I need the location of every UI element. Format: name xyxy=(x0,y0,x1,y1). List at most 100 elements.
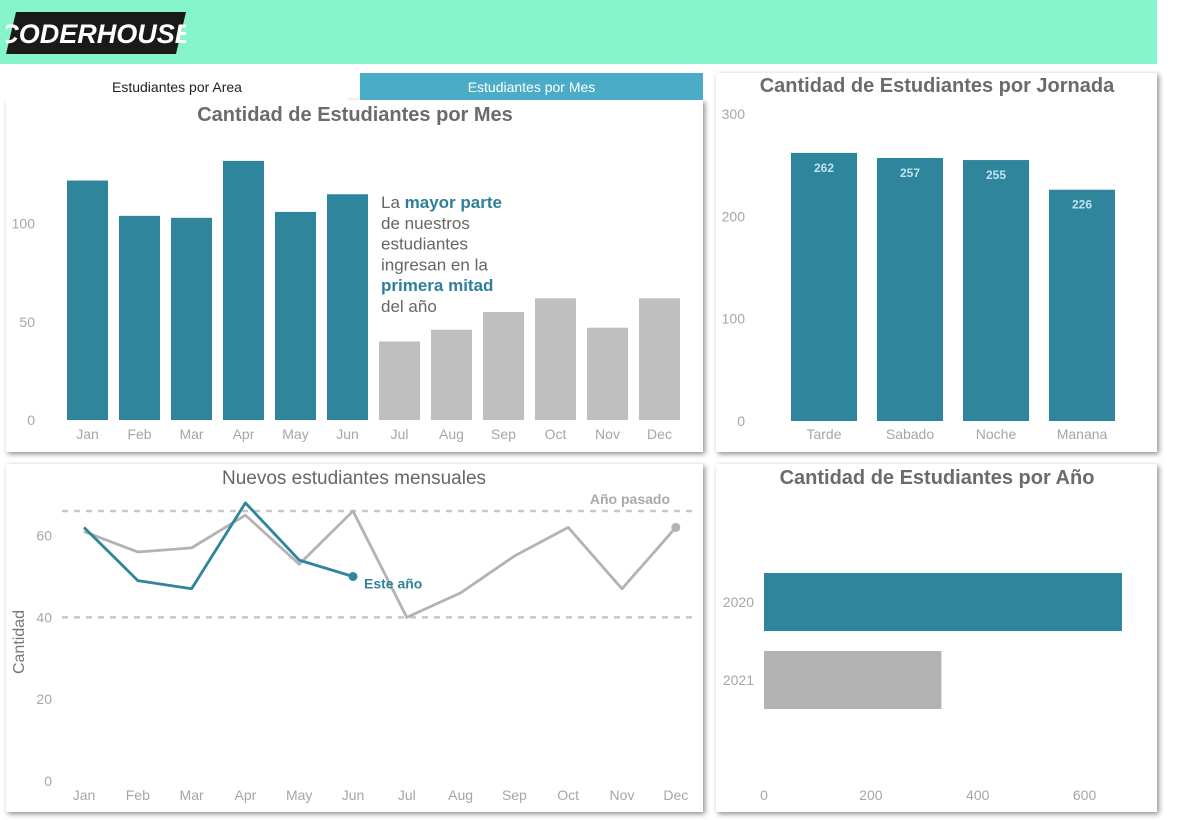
logo-text: CODERHOUSE xyxy=(6,19,186,49)
x-tick-label: Apr xyxy=(233,426,255,442)
panel-students-by-month: Cantidad de Estudiantes por Mes 0 50 100 Jan… xyxy=(6,100,703,452)
series-end-point xyxy=(348,572,358,581)
chart-title: Nuevos estudiantes mensuales xyxy=(222,468,486,489)
data-label: 257 xyxy=(900,166,920,180)
header-bar: CODERHOUSE xyxy=(0,0,1157,64)
x-tick-label: Nov xyxy=(610,787,635,803)
y-tick-label: 200 xyxy=(722,208,746,224)
chart-title: Cantidad de Estudiantes por Mes xyxy=(197,104,513,126)
annotation-highlight: mayor parte xyxy=(405,193,502,212)
x-tick-label: Feb xyxy=(126,787,150,803)
bar-aug xyxy=(431,329,472,420)
x-tick-label: Jan xyxy=(76,426,99,442)
y-tick-label: 100 xyxy=(12,216,36,232)
chart-title: Cantidad de Estudiantes por Año xyxy=(780,467,1095,489)
y-tick-label: 60 xyxy=(36,528,52,544)
panel-students-by-year: Cantidad de Estudiantes por Año 2020 2021 0… xyxy=(716,464,1157,812)
x-tick-label: 600 xyxy=(1073,787,1097,803)
panel-students-by-jornada: Cantidad de Estudiantes por Jornada 0 100 2… xyxy=(716,73,1157,452)
bar-2021 xyxy=(764,651,942,709)
x-tick-label: Feb xyxy=(127,426,151,442)
x-tick-label: Noche xyxy=(976,426,1017,442)
y-tick-label: 300 xyxy=(722,106,746,122)
bar-jun xyxy=(327,194,368,420)
y-tick-label: 2021 xyxy=(723,672,754,688)
bar-mar xyxy=(171,217,212,420)
y-tick-label: 0 xyxy=(27,412,35,428)
tab-estudiantes-por-mes[interactable]: Estudiantes por Mes xyxy=(360,73,703,100)
annotation-text: La xyxy=(381,193,405,212)
x-tick-label: Mar xyxy=(180,787,204,803)
x-tick-label: Aug xyxy=(448,787,473,803)
bar-dec xyxy=(639,298,680,420)
annotation-text: de nuestros xyxy=(381,214,470,233)
bar-may xyxy=(275,211,316,420)
chart-students-by-year: Cantidad de Estudiantes por Año 2020 2021 0… xyxy=(723,467,1122,803)
x-tick-label: Jul xyxy=(391,426,409,442)
bar-feb xyxy=(119,215,160,420)
x-tick-label: Tarde xyxy=(806,426,841,442)
annotation-line: ingresan en la xyxy=(381,255,488,274)
x-tick-label: Nov xyxy=(595,426,620,442)
x-tick-label: Sep xyxy=(502,787,527,803)
annotation-text: ingresan en la xyxy=(381,255,488,274)
tab-estudiantes-por-area[interactable]: Estudiantes por Area xyxy=(6,73,348,100)
x-tick-label: 400 xyxy=(966,787,990,803)
series-line xyxy=(83,501,354,591)
x-tick-label: Jan xyxy=(73,787,96,803)
x-tick-label: Manana xyxy=(1057,426,1108,442)
bar-nov xyxy=(587,327,628,420)
bar-jul xyxy=(379,341,420,420)
x-tick-label: Sabado xyxy=(886,426,934,442)
bar-noche xyxy=(963,160,1029,422)
series-label: Este año xyxy=(364,576,422,592)
coderhouse-logo[interactable]: CODERHOUSE xyxy=(6,12,186,54)
y-axis-label: Cantidad xyxy=(11,610,28,674)
x-tick-label: 0 xyxy=(760,787,768,803)
x-tick-label: Jul xyxy=(398,787,416,803)
annotation-highlight: primera mitad xyxy=(381,276,493,295)
y-tick-label: 40 xyxy=(36,609,52,625)
chart-title: Cantidad de Estudiantes por Jornada xyxy=(760,75,1115,97)
x-tick-label: Jun xyxy=(336,426,359,442)
chart-students-by-jornada: Cantidad de Estudiantes por Jornada 0 100 2… xyxy=(722,75,1115,442)
y-tick-label: 50 xyxy=(19,314,35,330)
annotation-line: estudiantes xyxy=(381,235,468,254)
x-tick-label: Jun xyxy=(342,787,365,803)
y-tick-label: 0 xyxy=(44,773,52,789)
annotation-line: del año xyxy=(381,297,437,316)
annotation-line: primera mitad xyxy=(381,276,493,295)
y-tick-label: 100 xyxy=(722,311,746,327)
series-line xyxy=(83,509,677,619)
x-tick-label: Aug xyxy=(439,426,464,442)
x-tick-label: Sep xyxy=(491,426,516,442)
x-tick-label: Dec xyxy=(663,787,688,803)
annotation-text: estudiantes xyxy=(381,235,468,254)
y-tick-label: 2020 xyxy=(723,594,754,610)
series-end-point xyxy=(671,522,681,532)
annotation-text: del año xyxy=(381,297,437,316)
bar-sabado xyxy=(877,158,943,421)
x-tick-label: May xyxy=(286,787,312,803)
data-label: 255 xyxy=(986,168,1006,182)
series-label: Año pasado xyxy=(590,491,670,507)
bar-apr xyxy=(223,160,264,420)
chart-students-by-month: Cantidad de Estudiantes por Mes 0 50 100 Jan… xyxy=(12,104,680,442)
x-tick-label: Mar xyxy=(179,426,203,442)
x-tick-label: Oct xyxy=(557,787,579,803)
panel-new-students-monthly: Nuevos estudiantes mensuales Cantidad 0 20 4… xyxy=(6,464,703,812)
bar-sep xyxy=(483,312,524,420)
x-tick-label: Dec xyxy=(647,426,672,442)
x-tick-label: Oct xyxy=(545,426,567,442)
bar-jan xyxy=(67,180,108,420)
x-tick-label: 200 xyxy=(859,787,883,803)
y-tick-label: 20 xyxy=(36,691,52,707)
chart-new-students-monthly: Nuevos estudiantes mensuales Cantidad 0 20 4… xyxy=(11,468,696,803)
bar-oct xyxy=(535,298,576,420)
bar-tarde xyxy=(791,152,857,421)
x-tick-label: May xyxy=(282,426,308,442)
data-label: 262 xyxy=(814,161,834,175)
y-tick-label: 0 xyxy=(737,413,745,429)
bar-2020 xyxy=(764,573,1122,631)
annotation-line: La mayor parte xyxy=(381,193,502,212)
